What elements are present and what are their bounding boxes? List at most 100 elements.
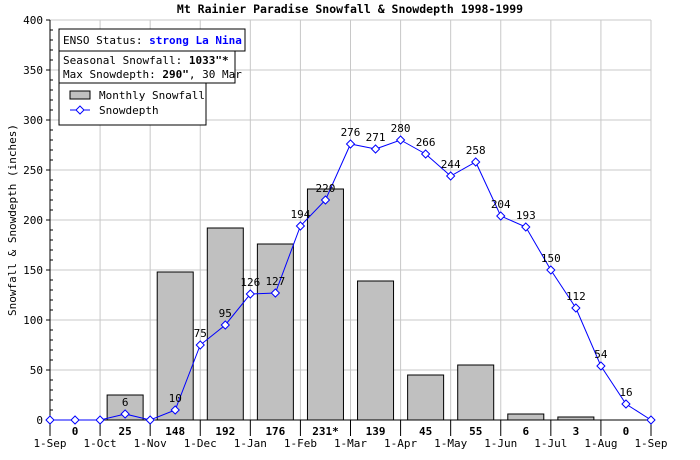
y-tick-label: 100	[23, 314, 43, 327]
monthly-snowfall-label: 45	[419, 425, 432, 438]
snowdepth-line: 6 10 75 95 126 127 194 220 276 271 280 266 244 258 204…	[45, 122, 656, 425]
snowdepth-label: 10	[169, 392, 182, 405]
snowfall-bar	[357, 280, 395, 421]
seasonal-snowfall-label: Seasonal Snowfall:	[63, 54, 182, 67]
x-tick-label: 1-Aug	[584, 437, 617, 450]
x-tick-label: 1-Oct	[84, 437, 117, 450]
x-tick-label: 1-Mar	[334, 437, 367, 450]
x-tick-label: 1-May	[434, 437, 467, 450]
legend-label-snowdepth: Snowdepth	[99, 104, 159, 117]
monthly-snowfall-label: 148	[165, 425, 185, 438]
snowdepth-label: 271	[366, 131, 386, 144]
snowdepth-point	[270, 288, 281, 298]
snowdepth-point	[70, 415, 80, 425]
snowdepth-point	[220, 320, 230, 330]
snowfall-bar	[156, 271, 194, 421]
snowdepth-point	[571, 303, 581, 313]
snowdepth-point	[245, 289, 256, 299]
snowdepth-point	[295, 221, 306, 231]
monthly-snowfall-label: 55	[469, 425, 482, 438]
snowdepth-label: 95	[219, 307, 232, 320]
snowdepth-point	[120, 409, 130, 419]
snowdepth-label: 16	[619, 386, 632, 399]
snowdepth-point	[345, 139, 356, 149]
snowdepth-point	[320, 195, 331, 205]
y-tick-label: 50	[30, 364, 43, 377]
snowdepth-label: 258	[466, 144, 486, 157]
monthly-snowfall-label: 176	[265, 425, 285, 438]
snowdepth-point	[596, 361, 606, 371]
snowdepth-label: 75	[194, 327, 207, 340]
monthly-snowfall-label: 0	[623, 425, 630, 438]
snowdepth-point	[395, 135, 406, 145]
snowdepth-point	[195, 340, 205, 350]
monthly-snowfall-label: 25	[119, 425, 132, 438]
y-tick-label: 350	[23, 64, 43, 77]
y-tick-label: 0	[36, 414, 43, 427]
monthly-snowfall-label: 6	[522, 425, 529, 438]
monthly-snowfall-label: 192	[215, 425, 235, 438]
snowdepth-label: 150	[541, 252, 561, 265]
snowdepth-point	[95, 415, 105, 425]
svg-text:Max Snowdepth: 290", 30 Mar: Max Snowdepth: 290", 30 Mar	[63, 68, 242, 81]
y-tick-label: 300	[23, 114, 43, 127]
snowfall-bar	[407, 374, 445, 421]
y-tick-label: 400	[23, 14, 43, 27]
snowdepth-label: 112	[566, 290, 586, 303]
snowdepth-label: 127	[265, 275, 285, 288]
monthly-snowfall-label: 231*	[312, 425, 339, 438]
max-snowdepth-value: 290"	[162, 68, 189, 81]
x-tick-label: 1-Jan	[234, 437, 267, 450]
x-tick-label: 1-Sep	[33, 437, 66, 450]
x-tick-label: 1-Feb	[284, 437, 317, 450]
y-tick-label: 150	[23, 264, 43, 277]
snowdepth-point	[496, 211, 506, 221]
max-snowdepth-date: , 30 Mar	[189, 68, 242, 81]
monthly-snowfall-label: 3	[573, 425, 580, 438]
x-tick-label: 1-Jul	[534, 437, 567, 450]
svg-text:Seasonal Snowfall: 1033"*: Seasonal Snowfall: 1033"*	[63, 54, 229, 67]
snowdepth-point	[646, 415, 656, 425]
chart-title: Mt Rainier Paradise Snowfall & Snowdepth…	[177, 2, 523, 16]
snowdepth-label: 193	[516, 209, 536, 222]
snowdepth-point	[45, 415, 55, 425]
snowfall-bar	[306, 188, 344, 421]
snowfall-bar	[507, 413, 545, 421]
snowdepth-label: 126	[240, 276, 260, 289]
snowdepth-label: 244	[441, 158, 461, 171]
x-tick-label: 1-Jun	[484, 437, 517, 450]
svg-text:ENSO Status: strong La Nina: ENSO Status: strong La Nina	[63, 34, 242, 47]
legend-label-snowfall: Monthly Snowfall	[99, 89, 205, 102]
snowdepth-point	[621, 399, 631, 409]
snowdepth-label: 6	[122, 396, 129, 409]
max-snowdepth-label: Max Snowdepth:	[63, 68, 156, 81]
snowdepth-point	[370, 144, 381, 154]
snowdepth-label: 276	[341, 126, 361, 139]
x-tick-label: 1-Apr	[384, 437, 417, 450]
snowdepth-point	[546, 265, 556, 275]
enso-value: strong La Nina	[149, 34, 242, 47]
y-axis-label: Snowfall & Snowdepth (inches)	[6, 124, 19, 316]
snowdepth-point	[471, 157, 481, 167]
snowdepth-point	[521, 222, 531, 232]
snowdepth-label: 194	[290, 208, 310, 221]
y-tick-label: 250	[23, 164, 43, 177]
enso-label: ENSO Status:	[63, 34, 142, 47]
legend-diamond-icon	[75, 105, 85, 115]
snowdepth-label: 204	[491, 198, 511, 211]
seasonal-snowfall-value: 1033"*	[189, 54, 229, 67]
x-tick-label: 1-Dec	[184, 437, 217, 450]
snowfall-bar	[457, 364, 495, 421]
monthly-snowfall-label: 139	[366, 425, 386, 438]
y-tick-label: 200	[23, 214, 43, 227]
snowdepth-label: 54	[594, 348, 608, 361]
snowdepth-label: 220	[316, 182, 336, 195]
legend: ENSO Status: strong La Nina Seasonal Sno…	[58, 28, 246, 126]
snowdepth-point	[420, 149, 431, 159]
snowdepth-point	[145, 415, 155, 425]
monthly-snowfall-label: 0	[72, 425, 79, 438]
legend-swatch-snowfall	[69, 90, 91, 100]
snowdepth-point	[445, 171, 456, 181]
